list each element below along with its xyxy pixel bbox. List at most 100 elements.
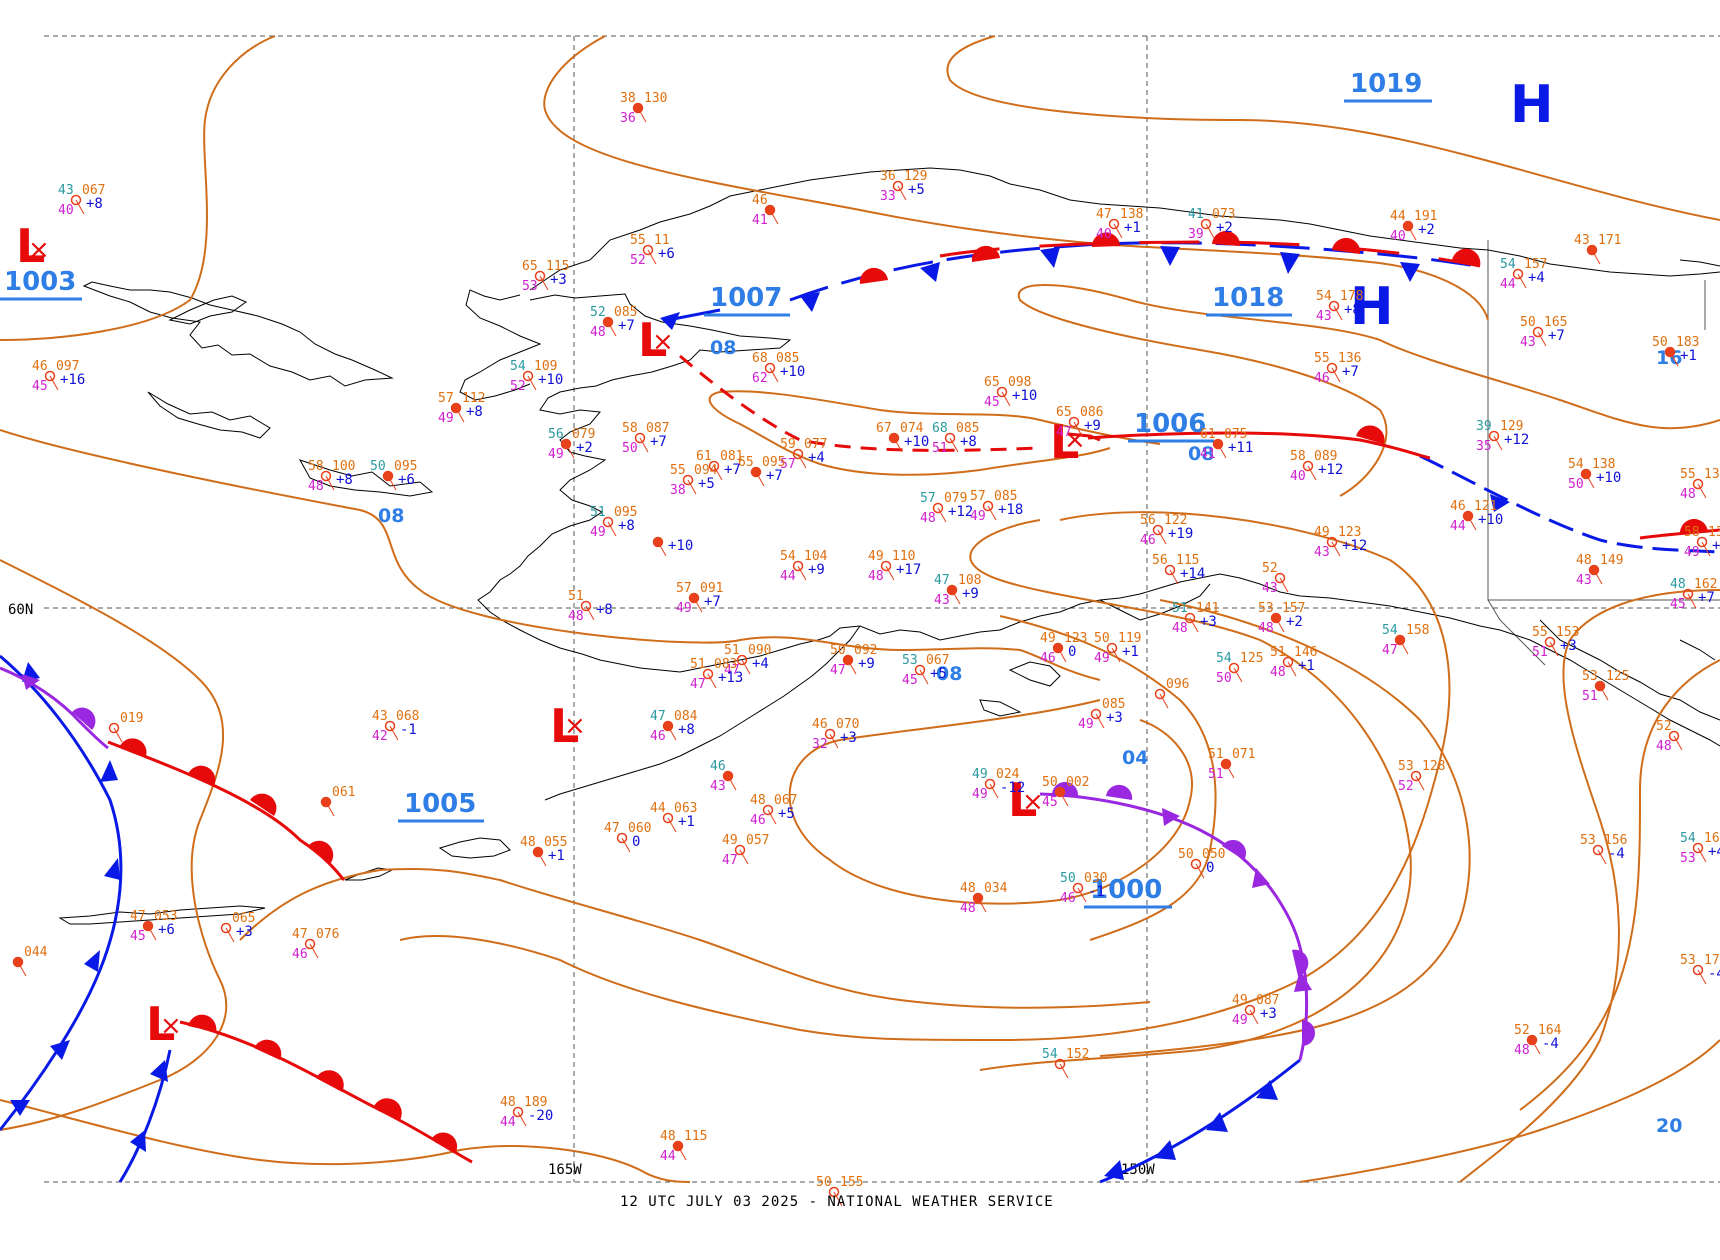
- station-dewpoint: 48: [1680, 487, 1696, 502]
- station-wind-barb: [1531, 1039, 1541, 1055]
- station-sky-cover-marker: [1692, 964, 1704, 976]
- station-sky-cover-marker: [1190, 858, 1202, 870]
- station-sky-cover-marker: [1544, 636, 1556, 648]
- station-wind-barb: [1279, 577, 1289, 593]
- station-plot: 41 073 39 +2: [1188, 207, 1235, 242]
- station-dewpoint: 48: [1258, 621, 1274, 636]
- station-dewpoint: 41: [752, 213, 768, 228]
- station-sky-cover-marker: [764, 362, 776, 374]
- station-wind-barb: [75, 199, 85, 215]
- station-dewpoint: 48: [868, 569, 884, 584]
- station-pressure-tendency: +4: [1528, 270, 1545, 286]
- trough-lines: [679, 354, 1101, 452]
- station-pressure: 077: [804, 437, 827, 452]
- station-sky-cover-marker: [880, 560, 892, 572]
- station-temperature: 54: [1316, 289, 1332, 304]
- station-pressure-tendency: +1: [1298, 658, 1315, 674]
- station-wind-barb: [1077, 887, 1087, 903]
- station-dewpoint: 40: [1096, 227, 1112, 242]
- station-temperature: 50: [816, 1175, 832, 1190]
- station-dewpoint: 47: [724, 663, 740, 678]
- station-pressure-tendency: +7: [1342, 364, 1359, 380]
- station-pressure: 055: [544, 835, 567, 850]
- station-temperature: 46: [1450, 499, 1466, 514]
- station-wind-barb: [17, 961, 27, 977]
- station-temperature: 46: [812, 717, 828, 732]
- station-dewpoint: 46: [750, 813, 766, 828]
- station-temperature: 61: [696, 449, 712, 464]
- low-center: L: [1050, 415, 1079, 469]
- station-sky-cover-marker: [1054, 1058, 1066, 1070]
- station-plot: 43 171: [1574, 233, 1621, 265]
- station-sky-cover-marker: [892, 180, 904, 192]
- station-temperature: 39: [1476, 419, 1492, 434]
- station-plot: 54 125 50: [1216, 651, 1263, 686]
- isobar-label: 08: [936, 663, 962, 685]
- station-temperature: 48: [520, 835, 536, 850]
- station-pressure-tendency: +5: [908, 182, 925, 198]
- station-dewpoint: 48: [1172, 621, 1188, 636]
- station-temperature: 50: [830, 643, 846, 658]
- station-dewpoint: 44: [1500, 277, 1516, 292]
- station-temperature: 53: [1582, 669, 1598, 684]
- station-wind-barb: [987, 505, 997, 521]
- station-plot: 58 089 40 +12: [1290, 449, 1343, 484]
- station-plot: 54 138 50 +10: [1568, 457, 1621, 492]
- station-pressure-tendency: +8: [618, 518, 635, 534]
- station-pressure-tendency: +8: [336, 472, 353, 488]
- station-temperature: 51: [568, 589, 584, 604]
- station-wind-barb: [585, 605, 595, 621]
- station-wind-barb: [537, 851, 547, 867]
- station-wind-barb: [951, 589, 961, 605]
- station-pressure-tendency: +4: [808, 450, 825, 466]
- cold-fronts: [0, 241, 1720, 1184]
- isobar-label: 20: [1656, 1115, 1682, 1137]
- station-pressure: 156: [1604, 833, 1627, 848]
- station-wind-barb: [527, 375, 537, 391]
- station-plot: 50 165 43 +7: [1520, 315, 1567, 350]
- station-wind-barb: [1225, 763, 1235, 779]
- station-pressure: 085: [1102, 697, 1125, 712]
- station-temperature: 68: [752, 351, 768, 366]
- station-wind-barb: [1467, 515, 1477, 531]
- station-wind-barb: [621, 837, 631, 853]
- station-pressure: 079: [572, 427, 595, 442]
- pressure-values: 1019 1003 1007 1018 1006 1005 1000: [0, 69, 1432, 909]
- station-sky-cover-marker: [1692, 478, 1704, 490]
- station-pressure: 136: [1704, 467, 1720, 482]
- station-temperature: 57: [970, 489, 986, 504]
- station-pressure: 086: [1080, 405, 1103, 420]
- station-plot: 59 077 57 +4: [780, 437, 827, 472]
- station-sky-cover-marker: [762, 804, 774, 816]
- station-pressure-tendency: +6: [398, 472, 415, 488]
- station-temperature: 49: [868, 549, 884, 564]
- station-pressure: 138: [1120, 207, 1143, 222]
- station-sky-cover-marker: [1592, 844, 1604, 856]
- station-sky-cover-marker: [824, 728, 836, 740]
- station-dewpoint: 43: [1576, 573, 1592, 588]
- station-temperature: 52: [590, 305, 606, 320]
- station-sky-cover-marker: [220, 922, 232, 934]
- station-plot: 55 11 52 +6: [630, 233, 675, 268]
- station-dewpoint: 47: [722, 853, 738, 868]
- station-temperature: 47: [292, 927, 308, 942]
- station-temperature: 48: [1576, 553, 1592, 568]
- station-wind-barb: [727, 775, 737, 791]
- station-plot: 54 158 47: [1382, 623, 1429, 658]
- station-sky-cover-marker: [982, 500, 994, 512]
- station-pressure-tendency: +10: [538, 372, 563, 388]
- station-pressure: 138: [1708, 525, 1720, 540]
- station-pressure-tendency: +9: [962, 586, 979, 602]
- station-pressure: 067: [82, 183, 105, 198]
- station-temperature: 68: [932, 421, 948, 436]
- lon-165w-label: 165W: [548, 1162, 582, 1178]
- station-dewpoint: 57: [780, 457, 796, 472]
- station-temperature: 56: [1140, 513, 1156, 528]
- station-plot: 46 097 45 +16: [32, 359, 85, 394]
- station-temperature: 49: [972, 767, 988, 782]
- station-sky-cover-marker: [44, 370, 56, 382]
- station-pressure: 068: [396, 709, 419, 724]
